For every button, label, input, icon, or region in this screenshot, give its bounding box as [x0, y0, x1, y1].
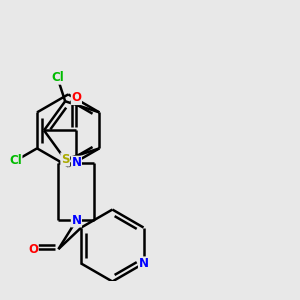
Text: O: O: [71, 92, 81, 104]
Text: O: O: [28, 243, 38, 256]
Text: Cl: Cl: [9, 154, 22, 167]
Text: N: N: [139, 257, 148, 270]
Text: N: N: [71, 214, 81, 227]
Text: S: S: [61, 153, 69, 166]
Text: N: N: [71, 156, 81, 169]
Text: Cl: Cl: [51, 71, 64, 84]
